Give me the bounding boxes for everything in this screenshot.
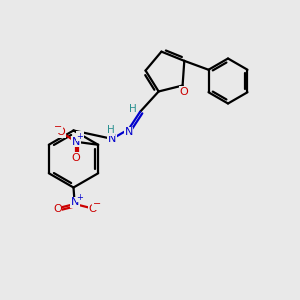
Text: N: N	[108, 134, 116, 144]
Text: O: O	[56, 127, 65, 137]
Text: N: N	[124, 127, 133, 137]
Text: +: +	[76, 193, 83, 202]
Text: O: O	[180, 87, 188, 97]
Text: H: H	[129, 104, 136, 114]
Text: −: −	[54, 122, 62, 132]
Text: O: O	[88, 204, 97, 214]
Text: N: N	[70, 197, 79, 207]
Text: +: +	[76, 132, 83, 141]
Text: −: −	[92, 199, 101, 209]
Text: N: N	[71, 137, 80, 147]
Text: O: O	[53, 204, 62, 214]
Text: H: H	[107, 125, 115, 136]
Text: O: O	[71, 153, 80, 163]
